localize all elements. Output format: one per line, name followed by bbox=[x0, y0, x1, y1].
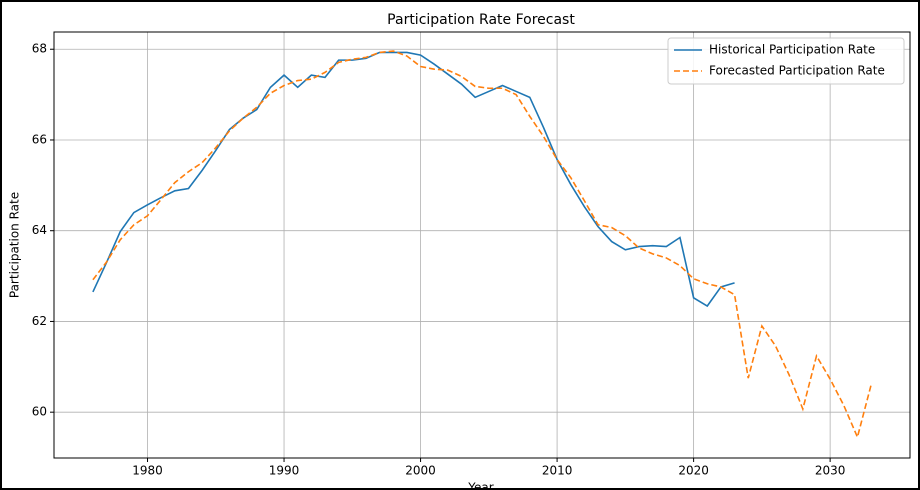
y-tick-label: 60 bbox=[32, 405, 47, 419]
y-tick-label: 62 bbox=[32, 314, 47, 328]
legend-box bbox=[667, 37, 905, 85]
y-axis-label: Participation Rate bbox=[8, 192, 22, 298]
x-tick-label: 2030 bbox=[815, 464, 846, 478]
legend-label: Historical Participation Rate bbox=[709, 43, 875, 57]
data-line bbox=[92, 51, 735, 308]
x-tick-label: 2000 bbox=[405, 464, 436, 478]
y-tick-label: 68 bbox=[32, 42, 47, 56]
data-line bbox=[92, 50, 872, 440]
x-tick-label: 1980 bbox=[132, 464, 163, 478]
y-tick-label: 64 bbox=[32, 223, 47, 237]
x-tick-label: 1990 bbox=[269, 464, 300, 478]
x-tick-label: 2010 bbox=[542, 464, 573, 478]
x-tick-label: 2020 bbox=[678, 464, 709, 478]
x-axis-label: Year bbox=[467, 481, 493, 490]
chart-title: Participation Rate Forecast bbox=[387, 12, 575, 28]
legend-label: Forecasted Participation Rate bbox=[709, 64, 885, 78]
y-tick-label: 66 bbox=[32, 132, 47, 146]
plot-frame bbox=[53, 31, 911, 459]
